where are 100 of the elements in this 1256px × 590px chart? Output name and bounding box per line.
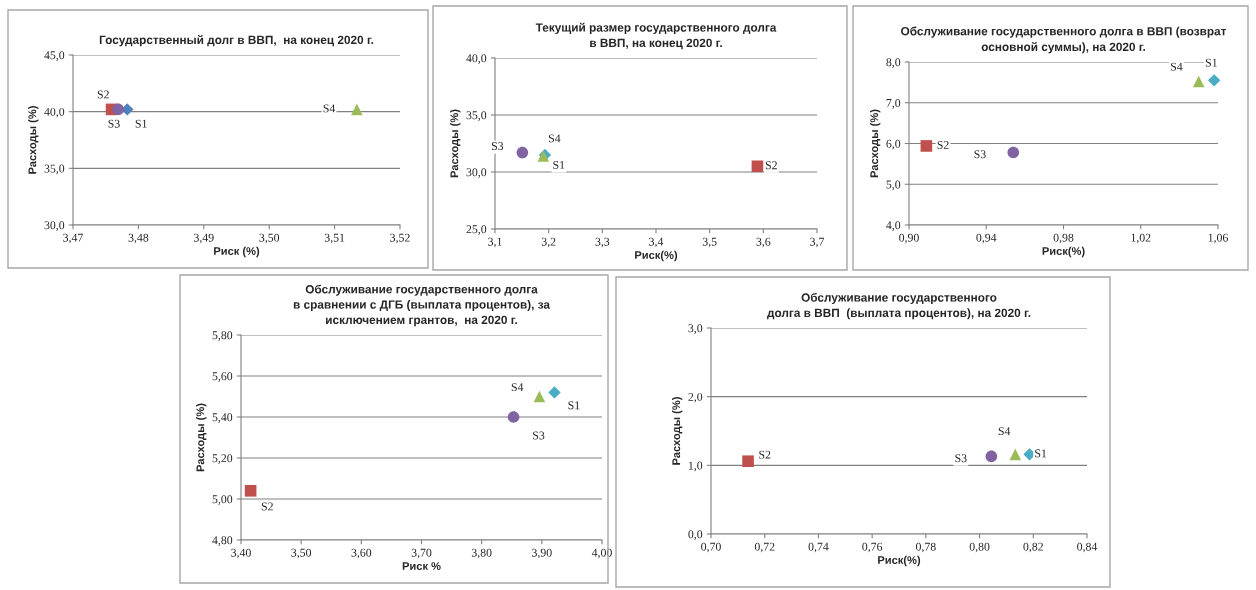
point — [1192, 75, 1205, 88]
series-label: S1 — [135, 119, 147, 128]
y-axis-title: Расходы (%) — [870, 109, 881, 178]
y-tick-label: 45,0 — [44, 51, 65, 61]
point — [533, 390, 546, 403]
x-tick-label: 3,40 — [231, 548, 251, 559]
point — [920, 140, 933, 152]
chart-title: Обслуживание государственного долга в сравнении с ДГБ (выплата процентов), за исключением грантов, на 2020 г. — [293, 284, 551, 327]
x-tick-label: 3,51 — [324, 233, 345, 244]
x-tick-label: 3,6 — [756, 237, 771, 248]
y-axis-title: Расходы (%) — [196, 403, 207, 472]
point — [1007, 146, 1020, 159]
series-label: S4 — [511, 383, 524, 392]
x-tick-label: 0,76 — [862, 542, 883, 553]
x-tick-label: 3,47 — [63, 233, 83, 244]
point — [742, 455, 754, 468]
y-tick-label: 5,00 — [212, 495, 233, 505]
point — [516, 146, 529, 159]
y-tick-label: 5,20 — [212, 454, 233, 464]
x-tick-label: 3,7 — [810, 237, 825, 248]
x-tick-label: 3,90 — [532, 548, 552, 559]
series-label: S2 — [97, 90, 109, 99]
y-tick-label: 35,0 — [466, 111, 487, 121]
y-tick-label: 40,0 — [44, 107, 65, 118]
x-tick-label: 3,60 — [351, 548, 372, 559]
series-label: S1 — [568, 401, 580, 410]
x-tick-label: 4,00 — [591, 548, 612, 559]
x-tick-label: 3,3 — [595, 237, 610, 248]
y-tick-label: 5,80 — [212, 331, 233, 341]
x-tick-label: 3,50 — [291, 548, 312, 559]
series-label: S1 — [1205, 58, 1217, 67]
x-axis-title: Риск % — [402, 562, 441, 570]
x-tick-label: 0,94 — [976, 233, 997, 244]
y-tick-label: 4,80 — [212, 536, 233, 546]
x-tick-label: 1,02 — [1131, 233, 1151, 244]
series-label: S3 — [955, 454, 967, 463]
x-tick-label: 3,50 — [259, 233, 280, 244]
series-label: S4 — [998, 427, 1011, 436]
x-tick-label: 3,70 — [411, 548, 432, 559]
chart-title: Обслуживание государственного долга в ВВП (возврат основной суммы), на 2020 г. — [901, 26, 1227, 54]
x-tick-label: 1,06 — [1208, 233, 1228, 244]
chart-title: Государственный долг в ВВП, на конец 2020 г. — [99, 35, 374, 47]
y-tick-label: 40,0 — [466, 54, 487, 64]
x-tick-label: 0,90 — [899, 233, 919, 244]
x-tick-label: 0,82 — [1023, 542, 1043, 553]
series-label: S2 — [765, 161, 777, 170]
y-axis-title: Расходы (%) — [28, 106, 39, 174]
series-label: S3 — [491, 142, 504, 151]
x-tick-label: 3,48 — [128, 233, 149, 244]
x-axis-title: Риск(%) — [878, 555, 921, 567]
x-tick-label: 3,80 — [471, 548, 492, 559]
y-tick-label: 4,0 — [886, 221, 901, 231]
series-label: S2 — [261, 502, 273, 511]
x-tick-label: 3,1 — [488, 237, 502, 248]
point — [548, 386, 561, 399]
point — [985, 450, 998, 463]
y-tick-label: 0,0 — [688, 530, 703, 540]
x-tick-label: 3,49 — [194, 233, 214, 244]
y-tick-label: 30,0 — [44, 221, 65, 231]
y-tick-label: 35,0 — [44, 164, 65, 175]
point — [1009, 448, 1022, 461]
point — [244, 484, 257, 497]
series-label: S2 — [937, 140, 949, 149]
x-axis-title: Риск(%) — [1042, 246, 1085, 258]
x-tick-label: 0,98 — [1053, 233, 1074, 244]
series-label: S4 — [323, 104, 336, 113]
y-tick-label: 7,0 — [886, 99, 901, 109]
y-tick-label: 5,60 — [212, 372, 233, 382]
x-tick-label: 0,74 — [808, 542, 829, 553]
point — [507, 411, 520, 423]
x-tick-label: 3,4 — [649, 237, 664, 248]
point — [1207, 74, 1221, 87]
series-label: S1 — [553, 161, 565, 169]
series-label: S2 — [759, 450, 771, 459]
x-tick-label: 0,84 — [1077, 542, 1098, 553]
y-tick-label: 2,0 — [688, 392, 703, 403]
y-tick-label: 6,0 — [886, 139, 901, 150]
series-label: S3 — [533, 431, 545, 440]
x-tick-label: 0,78 — [915, 542, 936, 553]
x-tick-label: 3,52 — [390, 233, 410, 244]
y-tick-label: 25,0 — [466, 225, 487, 235]
chart-title: Обслуживание государственного долга в ВВП (выплата процентов), на 2020 г. — [767, 292, 1031, 320]
y-tick-label: 8,0 — [886, 58, 901, 68]
series-label: S1 — [1035, 449, 1047, 458]
x-axis-title: Риск(%) — [635, 250, 678, 262]
y-tick-label: 5,0 — [886, 180, 901, 191]
series-label: S3 — [108, 119, 120, 128]
y-tick-label: 1,0 — [688, 461, 703, 472]
series-label: S4 — [548, 134, 561, 143]
y-axis-title: Расходы (%) — [672, 397, 683, 465]
x-tick-label: 0,70 — [701, 542, 721, 553]
y-axis-title: Расходы (%) — [450, 109, 461, 178]
y-tick-label: 30,0 — [466, 168, 487, 178]
x-tick-label: 0,72 — [754, 542, 775, 553]
x-tick-label: 3,5 — [702, 237, 717, 248]
chart-title: Текущий размер государственного долга в ВВП, на конец 2020 г. — [535, 22, 777, 50]
series-label: S4 — [1171, 62, 1183, 71]
x-axis-title: Риск (%) — [214, 246, 260, 258]
series-label: S3 — [974, 150, 986, 159]
x-tick-label: 0,80 — [969, 542, 990, 553]
